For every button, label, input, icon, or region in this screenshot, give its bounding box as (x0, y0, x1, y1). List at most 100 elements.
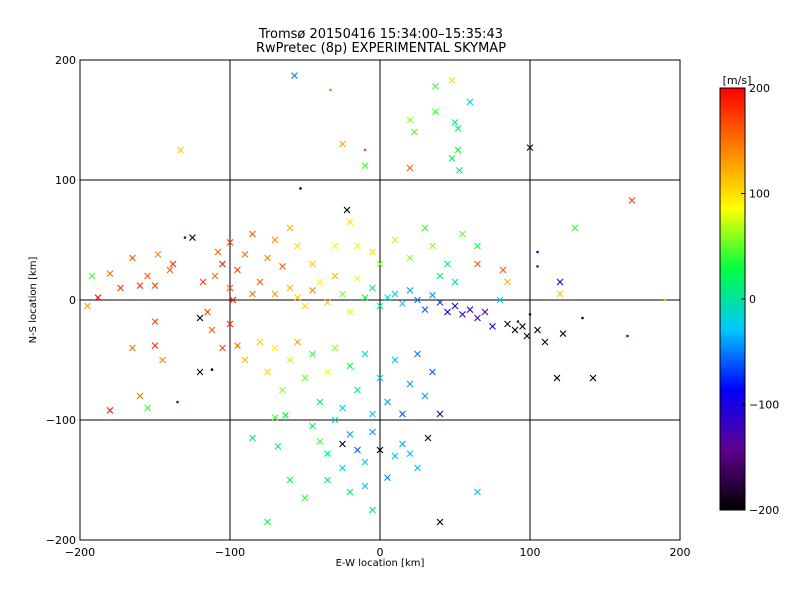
data-point-cross (291, 72, 298, 79)
data-point-cross (429, 368, 436, 376)
data-point-cross (154, 251, 162, 258)
data-point-cross (339, 290, 346, 298)
data-point-cross (466, 306, 474, 313)
data-point-cross (384, 474, 391, 481)
data-point-cross (384, 398, 391, 406)
data-point-cross (346, 431, 354, 438)
data-point-cross (309, 422, 316, 430)
y-tick-labels: −200 −100 0 100 200 (46, 54, 76, 547)
data-point-cross (189, 234, 196, 241)
data-point-cross (421, 392, 429, 400)
data-point-cross (424, 434, 432, 442)
data-point-cross (151, 282, 159, 289)
data-point-cross (361, 458, 369, 466)
data-point-cross (256, 278, 264, 286)
data-point-cross (376, 302, 384, 310)
data-point-cross (448, 77, 456, 84)
data-point-cross (429, 291, 436, 299)
data-point-cross (106, 270, 114, 277)
data-point-cross (316, 398, 324, 406)
data-point-cross (204, 308, 211, 316)
gridlines (80, 60, 680, 540)
data-point-cross (196, 314, 204, 322)
data-point-dot (210, 368, 214, 371)
data-point-cross (343, 206, 351, 214)
data-point-cross (384, 294, 391, 301)
data-point-cross (129, 254, 136, 262)
data-point-cross (151, 318, 159, 325)
x-tick-label: −100 (215, 546, 245, 559)
data-point-cross (474, 242, 481, 250)
data-point-cross (444, 260, 451, 268)
data-point-cross (432, 83, 439, 90)
data-point-cross (406, 287, 414, 294)
data-point-cross (414, 296, 421, 304)
data-point-dot (516, 320, 520, 323)
data-point-cross (249, 230, 256, 238)
data-point-cross (196, 368, 204, 376)
data-point-cross (286, 356, 294, 364)
colorbar-tick-label: 100 (749, 188, 770, 201)
colorbar-tick-label: 0 (749, 293, 756, 306)
data-point-cross (421, 224, 429, 232)
data-point-cross (339, 404, 346, 412)
chart-title-line-1: Tromsø 20150416 15:34:00–15:35:43 (258, 27, 503, 42)
data-point-cross (556, 278, 564, 286)
data-point-cross (399, 440, 406, 448)
data-point-cross (214, 248, 222, 256)
data-point-cross (234, 266, 241, 274)
data-point-cross (346, 362, 354, 370)
data-point-cross (406, 164, 414, 172)
data-point-cross (559, 330, 567, 337)
data-point-cross (199, 278, 207, 286)
data-point-cross (534, 326, 541, 334)
data-point-cross (279, 263, 286, 270)
data-point-cross (474, 314, 481, 322)
data-point-cross (504, 278, 511, 286)
x-tick-label: 200 (670, 546, 691, 559)
data-point-cross (166, 266, 174, 274)
data-point-cross (346, 308, 354, 316)
data-point-cross (411, 128, 418, 136)
data-point-cross (339, 440, 346, 448)
data-point-cross (286, 284, 294, 292)
data-point-cross (526, 144, 534, 151)
x-axis-label: E-W location [km] (336, 558, 425, 569)
data-point-cross (369, 410, 376, 418)
plot-frame (79, 59, 681, 541)
data-point-cross (369, 428, 376, 436)
data-point-cross (354, 242, 361, 250)
y-tick-label: 0 (69, 294, 76, 307)
data-point-cross (459, 230, 466, 238)
data-point-cross (451, 278, 459, 286)
data-point-cross (234, 342, 241, 349)
data-point-cross (436, 272, 444, 280)
data-point-cross (571, 224, 579, 232)
x-tick-label: 100 (520, 546, 541, 559)
data-point-cross (331, 242, 339, 250)
data-point-cross (481, 308, 489, 316)
data-point-cross (256, 338, 264, 346)
data-point-cross (474, 260, 481, 268)
data-point-cross (286, 476, 294, 484)
data-point-dot (663, 298, 667, 302)
data-point-cross (399, 300, 406, 307)
data-point-cross (249, 290, 256, 298)
data-point-cross (264, 254, 271, 262)
data-point-dot (176, 400, 179, 404)
data-point-cross (354, 386, 361, 394)
data-point-cross (369, 506, 376, 514)
data-point-cross (324, 368, 331, 376)
data-point-cross (88, 272, 96, 280)
data-point-cross (406, 116, 414, 124)
data-point-cross (376, 374, 384, 382)
data-point-dot (626, 334, 629, 338)
data-point-cross (399, 410, 406, 418)
data-point-dot (363, 148, 367, 152)
data-point-dot (536, 265, 539, 268)
data-point-cross (144, 272, 151, 280)
data-point-cross (264, 518, 271, 526)
data-point-cross (271, 290, 279, 298)
colorbar-tick-label: 200 (749, 82, 770, 95)
data-point-cross (454, 125, 462, 132)
